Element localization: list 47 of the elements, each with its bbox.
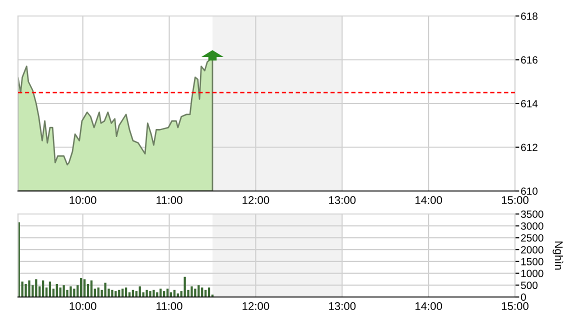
bar xyxy=(35,279,38,297)
x-tick-label: 10:00 xyxy=(70,302,96,310)
x-tick-label: 13:00 xyxy=(329,302,356,310)
bar xyxy=(194,288,196,297)
bar xyxy=(80,278,82,297)
bar xyxy=(184,276,186,297)
bar xyxy=(114,291,117,297)
y-tick-label: 1000 xyxy=(521,270,544,278)
bar xyxy=(90,280,93,297)
bar xyxy=(198,285,200,297)
bar xyxy=(190,286,193,297)
bar xyxy=(48,282,52,297)
bar xyxy=(62,285,65,297)
x-tick-label: 14:00 xyxy=(416,196,442,204)
x-tick-label: 13:00 xyxy=(329,196,356,204)
x-tick-label: 11:00 xyxy=(156,302,182,310)
x-tick-label: 15:00 xyxy=(502,196,528,204)
bar xyxy=(146,290,148,297)
y-axis-title: Nghìn xyxy=(552,242,564,270)
y-tick-label: 618 xyxy=(521,12,538,20)
y-tick-label: 1500 xyxy=(521,258,544,266)
y-tick-label: 2500 xyxy=(521,234,544,242)
bar xyxy=(24,284,27,297)
y-tick-label: 0 xyxy=(520,294,526,301)
y-tick-label: 616 xyxy=(521,56,538,64)
y-tick-label: 612 xyxy=(521,144,538,152)
bar xyxy=(152,290,155,297)
x-tick-label: 14:00 xyxy=(416,302,442,310)
y-tick-label: 3500 xyxy=(520,210,544,218)
y-tick-label: 610 xyxy=(521,188,538,195)
x-tick-label: 11:00 xyxy=(156,196,182,204)
x-tick-label: 10:00 xyxy=(70,196,96,204)
x-tick-label: 12:00 xyxy=(242,302,270,310)
bar xyxy=(42,280,44,297)
bar xyxy=(83,279,86,297)
y-tick-label: 614 xyxy=(521,100,538,108)
bar xyxy=(73,288,76,297)
bar xyxy=(70,286,72,297)
x-tick-label: 12:00 xyxy=(242,196,270,204)
bar xyxy=(104,282,106,297)
bar xyxy=(28,280,30,297)
y-tick-label: 3000 xyxy=(520,222,544,230)
y-tick-label: 2000 xyxy=(521,246,544,254)
x-tick-label: 15:00 xyxy=(502,302,528,310)
bar xyxy=(149,291,152,297)
bar xyxy=(111,290,114,297)
y-tick-label: 500 xyxy=(520,282,538,290)
